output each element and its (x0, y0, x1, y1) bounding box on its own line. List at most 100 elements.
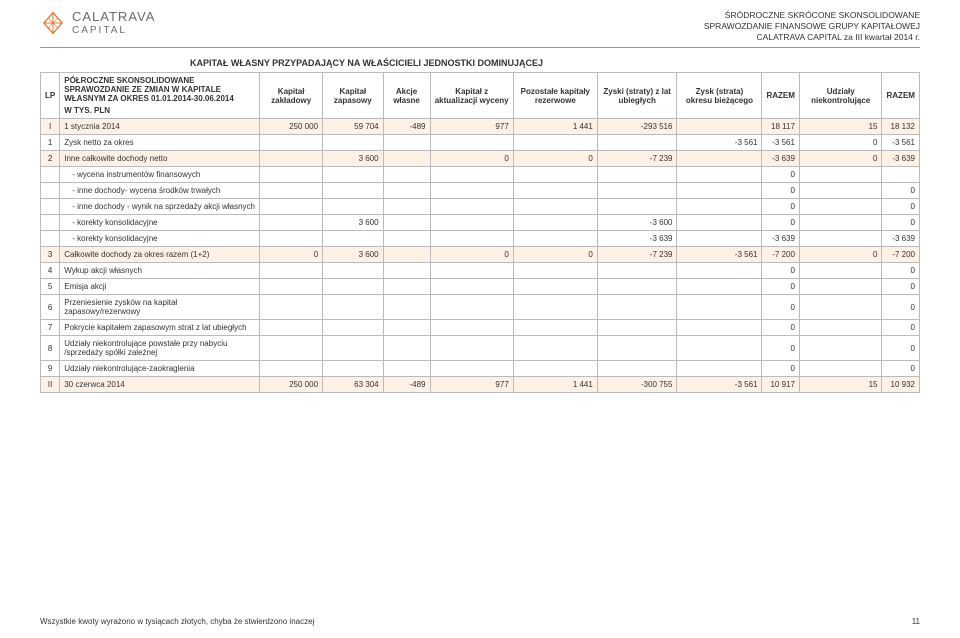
cell-value: 10 917 (762, 377, 799, 393)
th-c5: Pozostałe kapitały rezerwowe (513, 73, 597, 119)
cell-lp (41, 199, 60, 215)
table-row: - inne dochody - wynik na sprzedaży akcj… (41, 199, 920, 215)
cell-value: 0 (762, 199, 799, 215)
cell-value: 0 (430, 151, 513, 167)
cell-value: 15 (799, 377, 882, 393)
cell-desc: - wycena instrumentów finansowych (60, 167, 260, 183)
cell-value (597, 135, 677, 151)
cell-value (260, 167, 323, 183)
cell-value (323, 320, 384, 336)
cell-value: 3 600 (323, 151, 384, 167)
cell-desc: - inne dochody- wycena środków trwałych (60, 183, 260, 199)
cell-value (677, 199, 762, 215)
cell-value: -3 561 (677, 135, 762, 151)
cell-value: 0 (762, 336, 799, 361)
logo-text-bottom: CAPITAL (72, 25, 155, 36)
cell-value: 0 (513, 151, 597, 167)
cell-value (677, 231, 762, 247)
cell-value (430, 320, 513, 336)
cell-value (799, 295, 882, 320)
cell-value: 18 132 (882, 119, 920, 135)
cell-value: 0 (762, 279, 799, 295)
cell-value (260, 199, 323, 215)
cell-value: 18 117 (762, 119, 799, 135)
table-row: - korekty konsolidacyjne-3 639-3 639-3 6… (41, 231, 920, 247)
cell-value (799, 199, 882, 215)
cell-value: -3 639 (597, 231, 677, 247)
cell-value (383, 183, 430, 199)
cell-value: 977 (430, 377, 513, 393)
cell-value (260, 215, 323, 231)
cell-value: 0 (882, 295, 920, 320)
cell-value: 250 000 (260, 119, 323, 135)
cell-value: 0 (882, 199, 920, 215)
cell-value (677, 151, 762, 167)
cell-value (430, 183, 513, 199)
cell-value (799, 167, 882, 183)
cell-lp: 8 (41, 336, 60, 361)
cell-lp: I (41, 119, 60, 135)
cell-lp (41, 215, 60, 231)
cell-desc: Przeniesienie zysków na kapitał zapasowy… (60, 295, 260, 320)
cell-value (260, 295, 323, 320)
cell-value (677, 263, 762, 279)
cell-value: 250 000 (260, 377, 323, 393)
cell-value (323, 361, 384, 377)
cell-value (677, 295, 762, 320)
table-row: 7Pokrycie kapitałem zapasowym strat z la… (41, 320, 920, 336)
table-row: 8Udziały niekontrolujące powstałe przy n… (41, 336, 920, 361)
cell-desc: Pokrycie kapitałem zapasowym strat z lat… (60, 320, 260, 336)
header-line3: CALATRAVA CAPITAL za III kwartał 2014 r. (704, 32, 920, 43)
table-row: 4Wykup akcji własnych00 (41, 263, 920, 279)
footer-left: Wszystkie kwoty wyrażono w tysiącach zło… (40, 617, 314, 626)
cell-value: 59 704 (323, 119, 384, 135)
cell-value (323, 279, 384, 295)
cell-value (513, 215, 597, 231)
table-head: LP PÓŁROCZNE SKONSOLIDOWANE SPRAWOZDANIE… (41, 73, 920, 119)
th-desc-main: PÓŁROCZNE SKONSOLIDOWANE SPRAWOZDANIE ZE… (64, 76, 255, 103)
cell-value (430, 336, 513, 361)
cell-lp (41, 231, 60, 247)
cell-value (513, 231, 597, 247)
cell-value: 0 (882, 320, 920, 336)
cell-value: 63 304 (323, 377, 384, 393)
cell-value (383, 263, 430, 279)
cell-value (383, 336, 430, 361)
cell-value: -3 639 (882, 231, 920, 247)
cell-value: -3 639 (762, 151, 799, 167)
cell-value (430, 167, 513, 183)
cell-value: 0 (430, 247, 513, 263)
cell-lp: II (41, 377, 60, 393)
cell-value (260, 151, 323, 167)
cell-value (383, 320, 430, 336)
cell-value: -3 639 (762, 231, 799, 247)
cell-value (597, 199, 677, 215)
cell-value (430, 215, 513, 231)
content: KAPITAŁ WŁASNY PRZYPADAJĄCY NA WŁAŚCICIE… (0, 58, 960, 393)
cell-value (383, 247, 430, 263)
cell-value: -293 516 (597, 119, 677, 135)
table-title: KAPITAŁ WŁASNY PRZYPADAJĄCY NA WŁAŚCICIE… (190, 58, 920, 68)
cell-value: 0 (762, 361, 799, 377)
cell-desc: - korekty konsolidacyjne (60, 215, 260, 231)
cell-value (430, 135, 513, 151)
cell-value: 0 (882, 361, 920, 377)
cell-desc: Inne całkowite dochody netto (60, 151, 260, 167)
cell-value (513, 295, 597, 320)
cell-value: -3 600 (597, 215, 677, 231)
cell-value (513, 135, 597, 151)
cell-value: 0 (882, 215, 920, 231)
cell-value: -3 639 (882, 151, 920, 167)
th-c4: Kapitał z aktualizacji wyceny (430, 73, 513, 119)
table-row: 6Przeniesienie zysków na kapitał zapasow… (41, 295, 920, 320)
th-c8: RAZEM (762, 73, 799, 119)
cell-value (513, 199, 597, 215)
cell-lp: 1 (41, 135, 60, 151)
cell-value (323, 231, 384, 247)
cell-value (383, 215, 430, 231)
th-lp: LP (41, 73, 60, 119)
table-row: 9Udziały niekontrolujące-zaokraglenia00 (41, 361, 920, 377)
cell-value: -3 561 (762, 135, 799, 151)
th-desc: PÓŁROCZNE SKONSOLIDOWANE SPRAWOZDANIE ZE… (60, 73, 260, 119)
cell-value: 0 (799, 247, 882, 263)
